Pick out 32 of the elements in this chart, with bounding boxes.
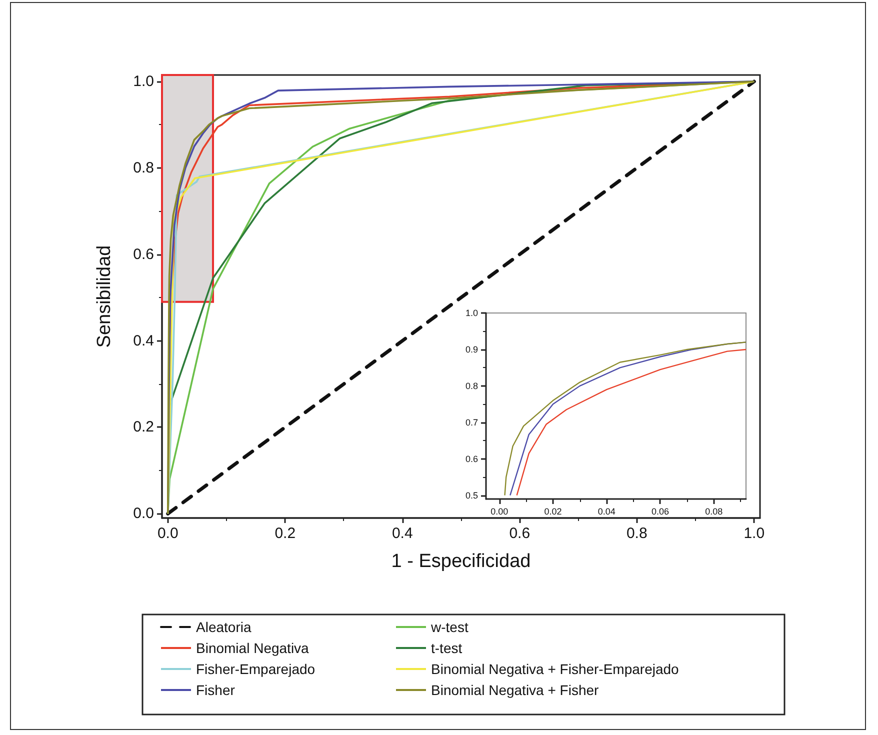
y-tick-label: 0.8 xyxy=(133,159,154,176)
y-tick-label: 1.0 xyxy=(465,308,478,318)
x-tick-label: 0.2 xyxy=(274,525,296,542)
y-tick-label: 1.0 xyxy=(133,72,154,90)
legend-label: Fisher-Emparejado xyxy=(196,661,316,677)
y-tick-label: 0.7 xyxy=(465,417,478,428)
legend-label: Binomial Negativa + Fisher-Emparejado xyxy=(431,661,680,677)
x-tick-label: 0.06 xyxy=(651,506,669,516)
y-tick-label: 0.2 xyxy=(133,418,154,436)
x-tick-label: 0.4 xyxy=(392,525,413,542)
x-tick-label: 1.0 xyxy=(744,525,765,542)
x-tick-label: 0.08 xyxy=(705,506,723,516)
x-tick-label: 0.0 xyxy=(157,525,178,542)
x-tick-label: 0.8 xyxy=(626,525,648,542)
legend-label: t-test xyxy=(431,640,462,656)
legend-label: Fisher xyxy=(196,682,236,698)
legend-label: Binomial Negativa xyxy=(196,640,310,656)
x-tick-label: 0.02 xyxy=(544,506,562,516)
y-tick-label: 0.8 xyxy=(465,380,478,391)
y-tick-label: 0.6 xyxy=(465,454,478,464)
y-tick-label: 0.4 xyxy=(133,332,154,350)
y-tick-label: 0.5 xyxy=(465,490,478,500)
y-tick-label: 0.9 xyxy=(465,344,478,354)
x-tick-label: 0.04 xyxy=(598,506,616,516)
legend-label: Aleatoria xyxy=(196,619,252,635)
x-tick-label: 0.00 xyxy=(490,506,508,516)
legend-label: w-test xyxy=(430,619,468,635)
x-tick-label: 0.6 xyxy=(509,525,530,542)
y-axis-title: Sensibilidad xyxy=(94,245,115,348)
x-axis-title: 1 - Especificidad xyxy=(391,551,531,572)
legend-label: Binomial Negativa + Fisher xyxy=(431,682,600,698)
y-tick-label: 0.6 xyxy=(133,246,154,263)
